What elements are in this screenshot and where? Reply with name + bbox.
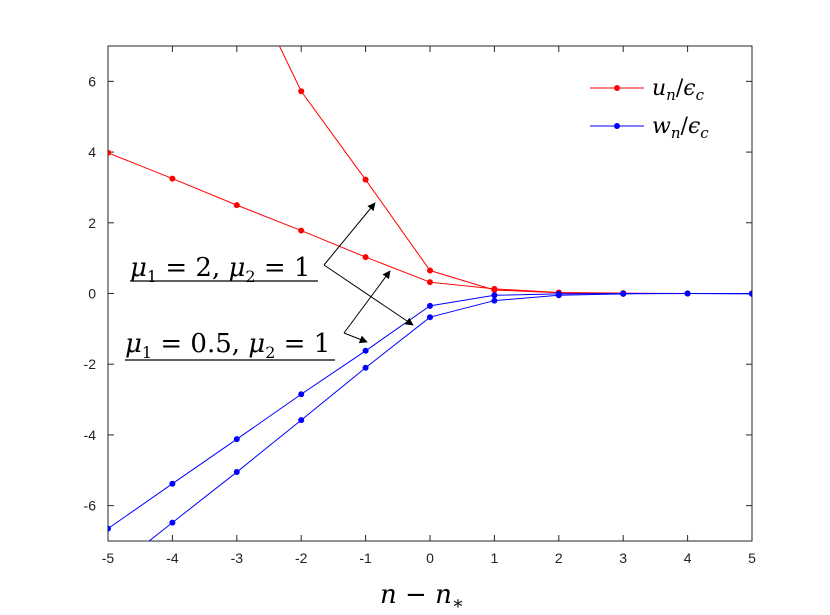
x-tick-label: -3: [231, 550, 244, 566]
data-point: [233, 202, 240, 209]
data-point: [108, 525, 111, 532]
annotation-arrow-up-2: [343, 270, 391, 334]
y-tick-label: -2: [84, 356, 97, 372]
x-tick-label: -2: [295, 550, 308, 566]
x-tick-label: -4: [166, 550, 179, 566]
data-point: [684, 290, 691, 297]
data-point: [620, 290, 627, 297]
data-point: [362, 347, 369, 354]
annotation-arrow-up: [323, 202, 376, 266]
data-point: [749, 290, 752, 297]
data-point: [491, 285, 498, 292]
data-point: [169, 175, 176, 182]
x-tick-label: 2: [555, 550, 563, 566]
x-tick-label: 3: [619, 550, 627, 566]
data-point: [427, 302, 433, 309]
axis-ticks: -5 -4 -3 -2 -1 0 1 2 3 4 5 -6 -4 -2 0 2 4 6: [84, 46, 756, 566]
y-tick-label: -4: [84, 427, 97, 443]
legend-label-u: un/ϵc: [652, 76, 705, 104]
annotation-arrow-down: [323, 264, 414, 326]
data-point: [298, 417, 305, 424]
legend-marker-u: [614, 85, 620, 91]
x-tick-label: 5: [748, 550, 756, 566]
legend-label-w: wn/ϵc: [652, 114, 709, 142]
annotation-mu1-2: μ1 = 2, μ2 = 1: [130, 202, 414, 326]
data-point: [137, 545, 143, 551]
data-point: [362, 364, 369, 371]
x-tick-label: 4: [684, 550, 692, 566]
data-point: [362, 254, 369, 261]
data-point: [169, 480, 176, 487]
x-tick-label: -1: [359, 550, 372, 566]
data-point: [427, 314, 433, 321]
legend: un/ϵc wn/ϵc: [590, 76, 709, 142]
annotation-mu1-05: μ1 = 0.5, μ2 = 1: [125, 270, 391, 362]
series-layer: [108, 46, 752, 551]
annotation-label-mu1-05: μ1 = 0.5, μ2 = 1: [125, 329, 330, 362]
data-point: [362, 176, 369, 183]
data-point: [491, 292, 498, 299]
x-tick-label: -5: [102, 550, 115, 566]
data-point: [233, 436, 240, 443]
legend-marker-w: [614, 123, 620, 129]
data-point: [298, 391, 305, 398]
y-tick-label: 0: [88, 286, 96, 302]
x-axis-label: n − n∗: [380, 580, 464, 614]
x-tick-label: 1: [491, 550, 499, 566]
annotation-arrow-right: [343, 332, 368, 344]
data-point: [108, 149, 111, 156]
data-point: [427, 279, 433, 286]
y-tick-label: 2: [88, 215, 96, 231]
data-point: [427, 267, 433, 274]
y-tick-label: -6: [84, 498, 97, 514]
y-tick-label: 6: [88, 73, 96, 89]
data-point: [233, 469, 240, 476]
x-tick-label: 0: [426, 550, 434, 566]
data-point: [491, 297, 498, 304]
data-point: [169, 519, 176, 526]
data-point: [298, 88, 305, 95]
y-tick-label: 4: [88, 144, 96, 160]
annotation-label-mu1-2: μ1 = 2, μ2 = 1: [130, 253, 310, 286]
data-point: [555, 292, 562, 299]
data-point: [298, 227, 305, 234]
